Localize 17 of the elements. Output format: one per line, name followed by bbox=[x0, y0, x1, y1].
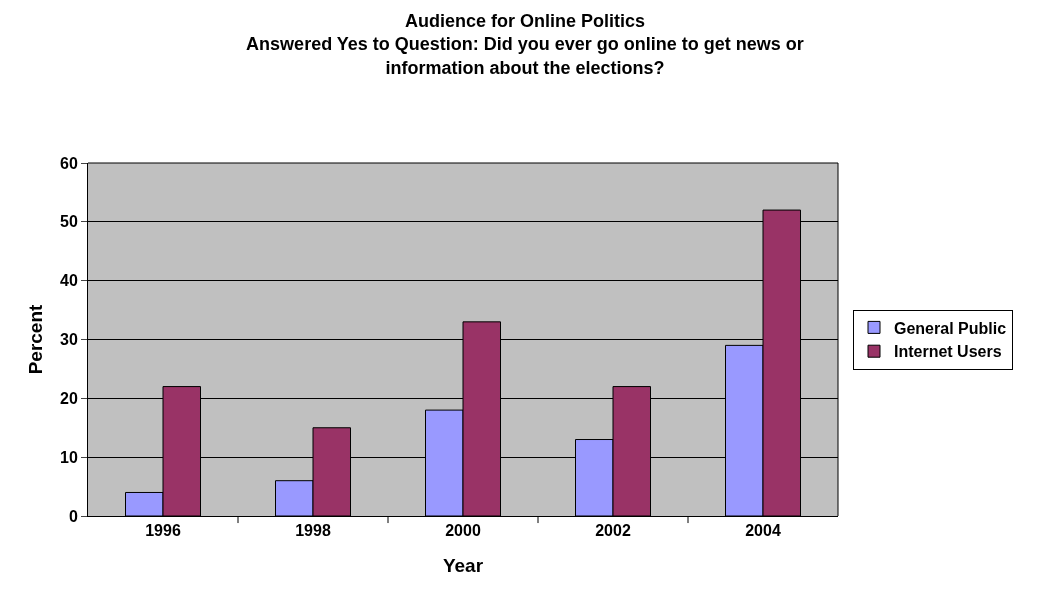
x-tick-label: 2002 bbox=[595, 522, 631, 540]
x-tick-label: 1996 bbox=[145, 522, 181, 540]
y-tick-label: 0 bbox=[68, 507, 78, 525]
x-tick-label: 2004 bbox=[745, 522, 781, 540]
y-tick-label: 10 bbox=[60, 448, 78, 466]
legend-label: General Public bbox=[894, 319, 1007, 337]
chart-title: Audience for Online Politics Answered Yes to Question: Did you ever go online to get news or information about the elections? bbox=[246, 10, 804, 78]
x-tick-label: 1998 bbox=[295, 522, 331, 540]
y-tick-label: 60 bbox=[60, 154, 78, 172]
x-axis-title: Year bbox=[442, 555, 484, 576]
y-tick-label: 30 bbox=[60, 331, 78, 349]
y-tick-label: 50 bbox=[60, 213, 78, 231]
y-tick-label: 20 bbox=[60, 389, 78, 407]
legend-label: Internet Users bbox=[894, 343, 1002, 361]
y-axis-title: Percent bbox=[24, 303, 46, 375]
x-tick-label: 2000 bbox=[445, 522, 481, 540]
y-tick-label: 40 bbox=[60, 272, 78, 290]
